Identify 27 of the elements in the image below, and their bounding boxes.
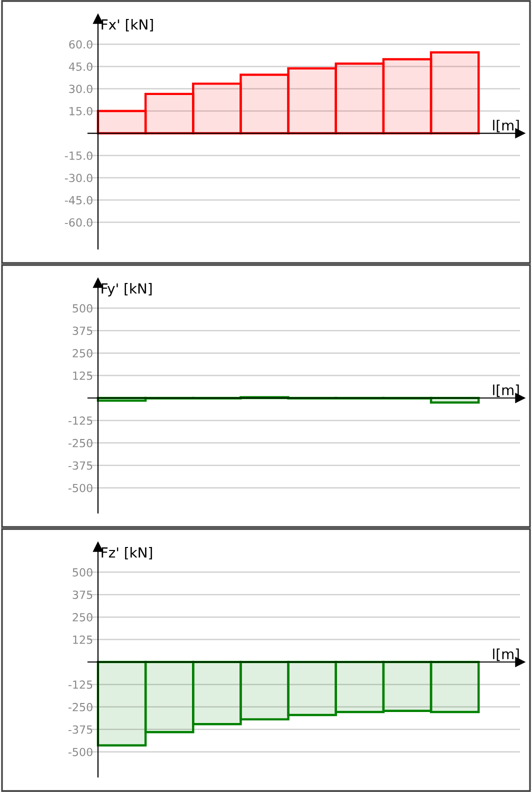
y-tick-label: 30.0 xyxy=(69,84,92,94)
y-tick-label: -125 xyxy=(68,416,92,425)
y-axis-title: Fz' [kN] xyxy=(102,547,152,560)
y-tick-label: 125 xyxy=(73,636,92,644)
y-tick-label: 500 xyxy=(72,304,92,313)
y-tick-label: -60.0 xyxy=(64,218,92,227)
y-tick-label: 250 xyxy=(72,349,92,358)
y-tick-label: -125 xyxy=(68,680,92,689)
y-tick-label: 375 xyxy=(72,326,92,335)
y-tick-label: 375 xyxy=(72,590,92,599)
y-tick-label: 45.0 xyxy=(68,62,92,71)
y-tick-label: -30.0 xyxy=(64,174,92,182)
y-tick-label: 125 xyxy=(73,372,92,380)
y-tick-label: 60.0 xyxy=(69,40,92,49)
y-tick-label: 15.0 xyxy=(70,106,92,116)
y-axis-title: Fy' [kN] xyxy=(102,283,152,296)
y-tick-label: -375 xyxy=(68,461,92,470)
y-tick-label: -500 xyxy=(68,484,92,492)
y-tick-label: -250 xyxy=(68,438,92,448)
y-tick-label: -250 xyxy=(68,702,92,712)
y-tick-label: 500 xyxy=(72,568,92,577)
y-tick-label: -375 xyxy=(68,725,92,734)
y-tick-label: -500 xyxy=(68,748,92,756)
y-tick-label: 250 xyxy=(72,613,92,622)
y-tick-label: -45.0 xyxy=(64,196,92,204)
y-axis-title: Fx' [kN] xyxy=(102,19,153,32)
y-tick-label: -15.0 xyxy=(64,151,92,160)
